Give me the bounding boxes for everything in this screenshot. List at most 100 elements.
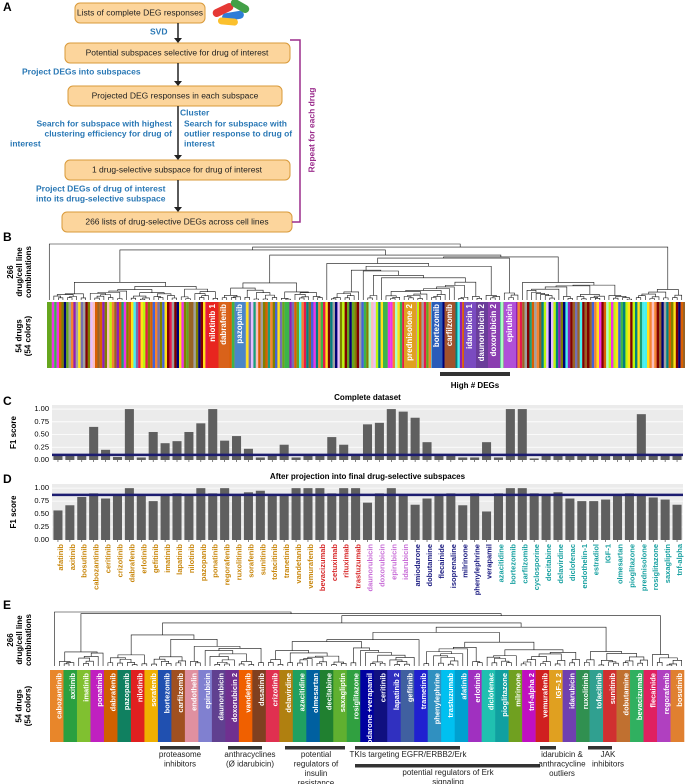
strip-label: tnf-alpha 2 [527, 673, 536, 711]
color-stripe [390, 302, 393, 368]
color-stripe [63, 302, 67, 368]
color-stripe [637, 302, 640, 368]
label-block [630, 670, 644, 742]
label-block [218, 302, 230, 368]
bar [172, 441, 182, 460]
color-stripe [570, 302, 573, 368]
x-tick-label: rituximab [342, 544, 351, 578]
color-stripe [270, 302, 273, 368]
bar [291, 457, 301, 460]
bar [77, 455, 87, 460]
flow-text: Lists of complete DEG responses [77, 7, 203, 17]
panel-letter: C [3, 394, 12, 408]
strip-label: trametinib [419, 673, 428, 710]
strip-label: milrinone [513, 673, 522, 707]
label-block [431, 302, 443, 368]
label-block [207, 302, 219, 368]
color-stripe [563, 302, 566, 368]
arrowheads [174, 38, 182, 212]
color-stripe [251, 302, 254, 368]
bar [136, 457, 146, 460]
bar [470, 493, 480, 540]
bar [148, 431, 158, 460]
bar [339, 444, 349, 460]
bar [589, 455, 599, 460]
color-stripe [594, 302, 597, 368]
strip-label: vemurafenib [540, 673, 549, 718]
color-stripe [587, 302, 590, 368]
x-tick-label: epirubicin [389, 544, 398, 580]
color-stripe [80, 302, 84, 368]
y-tick-label: 0.00 [34, 455, 49, 464]
flow-step: Cluster [180, 107, 210, 117]
color-stripe [140, 302, 144, 368]
color-stripe [330, 302, 333, 368]
bar [553, 455, 563, 460]
flow-text: Potential subspaces selective for drug o… [86, 47, 269, 57]
label-block [387, 670, 402, 742]
color-stripe [539, 302, 542, 368]
label-block [234, 302, 246, 368]
bar [124, 409, 134, 460]
dendrogram [54, 611, 682, 666]
label-block [495, 670, 509, 742]
bar [565, 455, 575, 460]
group-label: potential [301, 750, 331, 759]
bar [279, 444, 289, 460]
x-tick-label: afatinib [56, 544, 65, 571]
color-stripe [323, 302, 326, 368]
color-stripe [114, 302, 117, 368]
bar [541, 455, 551, 460]
x-tick-label: cabozantinib [92, 544, 101, 590]
color-stripe [111, 302, 115, 368]
x-tick-label: verapamil [485, 544, 494, 579]
color-stripe [255, 302, 259, 368]
color-stripe [282, 302, 285, 368]
color-stripe [666, 302, 669, 368]
color-stripe [157, 302, 160, 368]
label-block [225, 670, 240, 742]
x-tick-label: ponatinib [211, 544, 220, 578]
bar [303, 454, 313, 460]
color-stripe [531, 302, 535, 368]
strip-label: gefitinib [405, 673, 414, 703]
color-stripe [75, 302, 79, 368]
color-stripe [349, 302, 352, 368]
flow-text: Projected DEG responses in each subspace [92, 90, 259, 100]
bar [386, 409, 396, 460]
strip-label: imatinib [82, 673, 91, 702]
color-stripe [611, 302, 614, 368]
label-block [319, 670, 334, 742]
label-block [130, 670, 145, 742]
color-stripe [164, 302, 168, 368]
color-stripe [229, 302, 232, 368]
color-stripe [287, 302, 290, 368]
color-stripe [443, 302, 446, 368]
color-stripe [354, 302, 357, 368]
strip-label: phenylephrine [432, 673, 441, 724]
color-stripe [109, 302, 112, 368]
bar [541, 495, 551, 540]
bar [112, 494, 123, 540]
bar [493, 493, 503, 540]
strip-label: decitabine [325, 673, 334, 710]
color-stripe [421, 302, 424, 368]
color-stripe [231, 302, 235, 368]
arrows [174, 23, 182, 212]
y-tick-label: 0.75 [34, 496, 49, 505]
color-stripe [608, 302, 612, 368]
x-tick-label: nilotinib [187, 544, 196, 574]
group-label: insulin [305, 769, 328, 778]
strip-label: IGF-1 2 [554, 673, 563, 698]
color-stripe [591, 302, 595, 368]
color-stripe [339, 302, 343, 368]
x-tick-label: dabrafenib [127, 544, 136, 583]
bar [517, 488, 527, 540]
strip-label: idarubicin 1 [465, 303, 474, 348]
label-block [488, 302, 500, 368]
color-stripe [671, 302, 674, 368]
bar [612, 495, 623, 540]
color-stripe [527, 302, 530, 368]
group-label: resistance [298, 779, 335, 784]
color-stripe [191, 302, 194, 368]
